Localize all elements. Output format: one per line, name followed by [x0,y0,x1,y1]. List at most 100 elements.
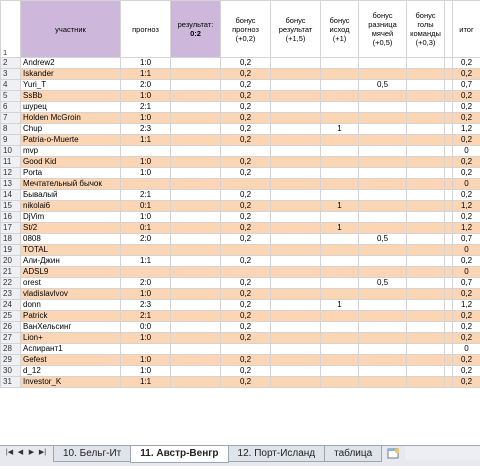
empty-cell[interactable] [445,311,453,322]
forecast-cell[interactable]: 1:0 [121,91,171,102]
empty-cell[interactable] [445,113,453,124]
total-cell[interactable]: 1,2 [453,201,480,212]
result-cell[interactable] [171,223,221,234]
row-number[interactable]: 30 [1,366,21,377]
bonus-goals-cell[interactable] [407,135,445,146]
bonus-forecast-cell[interactable]: 0,2 [221,201,271,212]
bonus-goals-cell[interactable] [407,179,445,190]
result-cell[interactable] [171,322,221,333]
row-number[interactable]: 16 [1,212,21,223]
participant-cell[interactable]: Yuri_T [21,80,121,91]
row-number[interactable]: 26 [1,322,21,333]
bonus-goals-cell[interactable] [407,69,445,80]
bonus-forecast-cell[interactable]: 0,2 [221,256,271,267]
row-number[interactable]: 12 [1,168,21,179]
bonus-outcome-cell[interactable] [321,344,359,355]
participant-cell[interactable]: mvp [21,146,121,157]
bonus-outcome-cell[interactable] [321,135,359,146]
next-sheet-icon[interactable]: ▶ [26,446,37,460]
forecast-cell[interactable]: 0:0 [121,322,171,333]
row-number[interactable]: 5 [1,91,21,102]
bonus-forecast-cell[interactable]: 0,2 [221,355,271,366]
header-bonus-diff[interactable]: бонус разница мячей (+0,5) [359,1,407,58]
empty-cell[interactable] [445,124,453,135]
participant-cell[interactable]: Patrick [21,311,121,322]
row-number[interactable]: 22 [1,278,21,289]
bonus-diff-cell[interactable] [359,135,407,146]
forecast-cell[interactable]: 2:0 [121,80,171,91]
bonus-result-cell[interactable] [271,179,321,190]
header-forecast[interactable]: прогноз [121,1,171,58]
bonus-result-cell[interactable] [271,113,321,124]
bonus-forecast-cell[interactable] [221,344,271,355]
bonus-forecast-cell[interactable]: 0,2 [221,322,271,333]
total-cell[interactable]: 0,7 [453,80,480,91]
empty-cell[interactable] [445,245,453,256]
bonus-outcome-cell[interactable] [321,366,359,377]
result-cell[interactable] [171,58,221,69]
bonus-result-cell[interactable] [271,245,321,256]
header-bonus-goals[interactable]: бонус голы команды (+0,3) [407,1,445,58]
row-number[interactable]: 3 [1,69,21,80]
result-cell[interactable] [171,212,221,223]
total-cell[interactable]: 0,2 [453,135,480,146]
bonus-diff-cell[interactable]: 0,5 [359,278,407,289]
result-cell[interactable] [171,124,221,135]
bonus-forecast-cell[interactable]: 0,2 [221,212,271,223]
forecast-cell[interactable]: 2:1 [121,190,171,201]
bonus-outcome-cell[interactable] [321,168,359,179]
bonus-outcome-cell[interactable] [321,289,359,300]
forecast-cell[interactable]: 1:0 [121,355,171,366]
total-cell[interactable]: 0,2 [453,212,480,223]
bonus-outcome-cell[interactable] [321,69,359,80]
bonus-diff-cell[interactable] [359,190,407,201]
bonus-outcome-cell[interactable] [321,146,359,157]
bonus-outcome-cell[interactable] [321,102,359,113]
forecast-cell[interactable]: 0:1 [121,201,171,212]
result-cell[interactable] [171,256,221,267]
bonus-goals-cell[interactable] [407,124,445,135]
bonus-goals-cell[interactable] [407,102,445,113]
bonus-goals-cell[interactable] [407,91,445,102]
header-participant[interactable]: участник [21,1,121,58]
header-bonus-result[interactable]: бонус результат (+1,5) [271,1,321,58]
bonus-diff-cell[interactable] [359,322,407,333]
bonus-forecast-cell[interactable] [221,245,271,256]
row-number[interactable]: 2 [1,58,21,69]
bonus-forecast-cell[interactable]: 0,2 [221,102,271,113]
participant-cell[interactable]: Gefest [21,355,121,366]
empty-cell[interactable] [445,157,453,168]
row-number[interactable]: 24 [1,300,21,311]
bonus-goals-cell[interactable] [407,168,445,179]
bonus-forecast-cell[interactable]: 0,2 [221,377,271,388]
bonus-outcome-cell[interactable] [321,333,359,344]
sheet-tab[interactable]: 11. Австр-Венгр [130,446,228,463]
bonus-forecast-cell[interactable]: 0,2 [221,300,271,311]
bonus-goals-cell[interactable] [407,201,445,212]
bonus-outcome-cell[interactable] [321,245,359,256]
bonus-diff-cell[interactable] [359,91,407,102]
row-number[interactable]: 29 [1,355,21,366]
bonus-goals-cell[interactable] [407,190,445,201]
bonus-diff-cell[interactable] [359,157,407,168]
bonus-result-cell[interactable] [271,190,321,201]
bonus-diff-cell[interactable] [359,146,407,157]
bonus-forecast-cell[interactable]: 0,2 [221,234,271,245]
bonus-result-cell[interactable] [271,289,321,300]
forecast-cell[interactable] [121,179,171,190]
row-number[interactable]: 23 [1,289,21,300]
bonus-forecast-cell[interactable]: 0,2 [221,366,271,377]
result-cell[interactable] [171,267,221,278]
bonus-result-cell[interactable] [271,311,321,322]
bonus-diff-cell[interactable]: 0,5 [359,234,407,245]
empty-cell[interactable] [445,267,453,278]
bonus-diff-cell[interactable] [359,201,407,212]
total-cell[interactable]: 0,2 [453,256,480,267]
result-cell[interactable] [171,80,221,91]
bonus-goals-cell[interactable] [407,256,445,267]
empty-cell[interactable] [445,322,453,333]
participant-cell[interactable]: Andrew2 [21,58,121,69]
bonus-result-cell[interactable] [271,234,321,245]
bonus-result-cell[interactable] [271,333,321,344]
bonus-result-cell[interactable] [271,135,321,146]
